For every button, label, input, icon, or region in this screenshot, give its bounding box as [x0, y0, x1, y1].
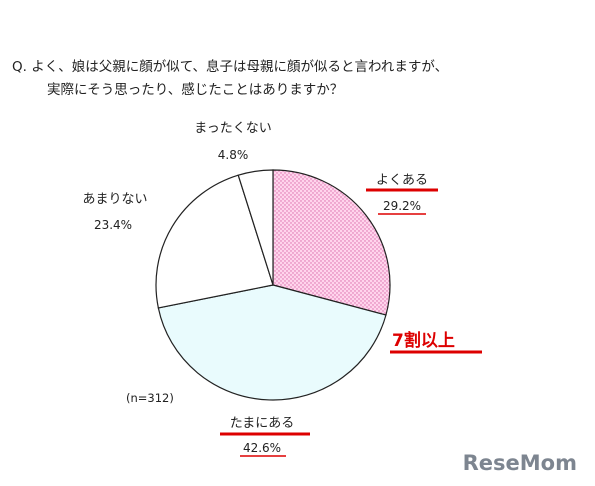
- label-amarinai: あまりない: [82, 192, 147, 207]
- label-yokuaru: よくある: [376, 173, 428, 188]
- callout-7wari: 7割以上: [392, 330, 455, 351]
- resemom-logo: ReseMom: [463, 451, 577, 475]
- label-mattakunai: まったくない: [194, 121, 271, 136]
- value-tamaniaru: 42.6%: [243, 441, 281, 455]
- slice-amarinai: [155, 174, 274, 309]
- slice-mattakunai: [237, 169, 274, 286]
- sample-size: (n=312): [126, 391, 174, 405]
- value-mattakunai: 4.8%: [218, 148, 249, 162]
- slice-yokuaru: [272, 169, 391, 316]
- value-yokuaru: 29.2%: [383, 199, 421, 213]
- question-line-2: 実際にそう思ったり、感じたことはありますか？: [47, 81, 343, 98]
- pie-slices: [155, 169, 391, 401]
- slice-tamaniaru: [157, 284, 387, 401]
- label-tamaniaru: たまにある: [230, 416, 295, 431]
- value-amarinai: 23.4%: [94, 218, 132, 232]
- question-line-1: Q. よく、娘は父親に顔が似て、息子は母親に顔が似ると言われますが、: [12, 58, 448, 75]
